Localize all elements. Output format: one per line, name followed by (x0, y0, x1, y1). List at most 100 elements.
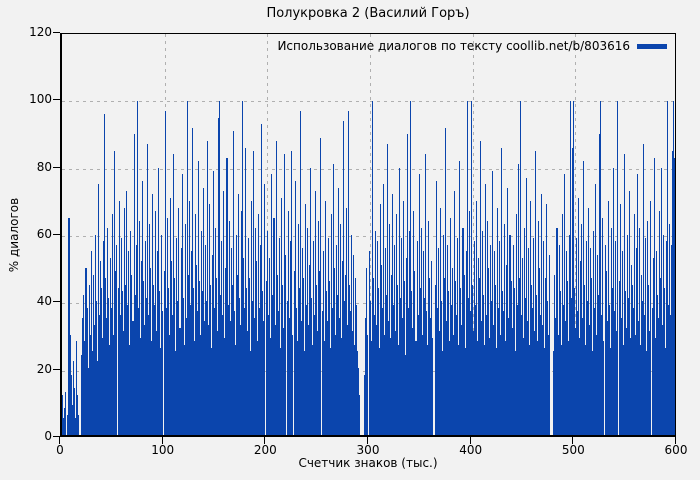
bar (314, 314, 316, 435)
bar (425, 311, 427, 435)
bar (121, 237, 123, 435)
bar (561, 214, 563, 435)
bar (476, 341, 478, 435)
x-tick-label: 300 (356, 443, 380, 457)
bar (516, 304, 518, 435)
bar (210, 284, 212, 435)
bar (480, 321, 482, 435)
bar (155, 331, 157, 435)
bar (464, 348, 466, 435)
bar (252, 301, 254, 435)
bar (133, 134, 135, 435)
bar (216, 277, 218, 435)
y-tick-mark (53, 99, 60, 101)
bar (669, 314, 671, 435)
bar (91, 351, 93, 435)
bar (283, 154, 285, 435)
bar (660, 167, 662, 435)
bar (309, 264, 311, 435)
bar (201, 291, 203, 435)
bar (120, 314, 122, 435)
x-tick-mark (469, 437, 471, 444)
bar (628, 298, 630, 435)
bar (435, 181, 437, 435)
bar (430, 261, 432, 435)
bar (389, 338, 391, 435)
bar (298, 224, 300, 435)
bar (340, 338, 342, 435)
bar (68, 217, 70, 435)
bar (643, 144, 645, 435)
bar (376, 241, 378, 435)
bar (262, 291, 264, 435)
bar (92, 274, 94, 435)
bar (607, 201, 609, 435)
bar (477, 257, 479, 435)
bar (451, 304, 453, 435)
bar (542, 324, 544, 435)
bar (134, 294, 136, 435)
bar (547, 301, 549, 435)
legend-swatch (637, 43, 667, 49)
bar (625, 328, 627, 435)
bar (220, 294, 222, 435)
bar (349, 284, 351, 435)
bar (500, 334, 502, 435)
bar (280, 197, 282, 435)
bar (272, 294, 274, 435)
bar (605, 271, 607, 435)
bar (356, 304, 358, 435)
bar (302, 247, 304, 435)
y-tick-label: 60 (36, 227, 52, 241)
bar (295, 308, 297, 435)
bar (557, 334, 559, 435)
bar (70, 334, 72, 435)
bar (470, 100, 472, 435)
bar (582, 318, 584, 435)
bar (274, 324, 276, 435)
bar (647, 221, 649, 435)
bar (526, 321, 528, 435)
bar (75, 418, 77, 435)
bar (388, 224, 390, 435)
bar (591, 277, 593, 435)
bar (449, 341, 451, 435)
gridline-h (62, 236, 675, 237)
bar (221, 241, 223, 435)
bar (322, 251, 324, 435)
bar (253, 150, 255, 435)
bar (483, 344, 485, 435)
bar (170, 197, 172, 435)
bar (222, 314, 224, 435)
bar (347, 324, 349, 435)
bar (319, 271, 321, 435)
bar (275, 140, 277, 435)
bar (365, 318, 367, 435)
bar (174, 277, 176, 435)
bar (510, 281, 512, 435)
bar (613, 311, 615, 435)
bar (204, 321, 206, 435)
bar (509, 234, 511, 435)
bar (401, 237, 403, 435)
bar (97, 184, 99, 435)
bar (411, 291, 413, 435)
bar (350, 311, 352, 435)
bar (566, 281, 568, 435)
bar (593, 231, 595, 435)
bar (351, 234, 353, 435)
bar (270, 338, 272, 435)
gridline-h (62, 168, 675, 170)
bar (95, 301, 97, 435)
bar (624, 291, 626, 435)
bar (560, 344, 562, 435)
bar (286, 301, 288, 435)
bar (226, 157, 228, 435)
bar (284, 254, 286, 435)
bar (208, 324, 210, 435)
bar (485, 314, 487, 435)
bar (102, 241, 104, 435)
bar (165, 110, 167, 435)
bar (235, 234, 237, 435)
bar (466, 100, 468, 435)
